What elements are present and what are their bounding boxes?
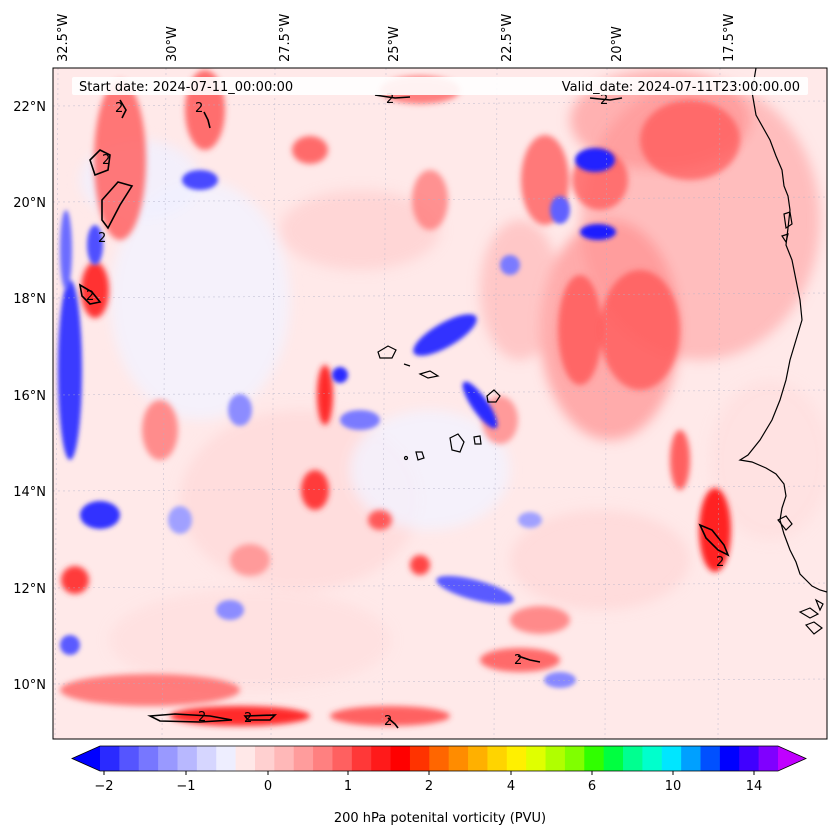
contour-label: 2: [600, 93, 608, 108]
colorbar-tick-label: 10: [665, 779, 682, 794]
lat-label: 10°N: [13, 678, 46, 693]
colorbar-segment: [254, 746, 275, 771]
pv-field-broad: [80, 70, 827, 690]
colorbar-tick-label: −2: [94, 779, 113, 794]
colorbar-segment: [719, 746, 740, 771]
colorbar-segment: [119, 746, 140, 771]
colorbar-segment: [506, 746, 527, 771]
lon-label: 17.5°W: [722, 14, 737, 62]
lon-label: 25°W: [387, 26, 402, 62]
colorbar-extend-max: [778, 746, 806, 771]
colorbar-segment: [584, 746, 605, 771]
latitude-labels: 22°N 20°N 18°N 16°N 14°N 12°N 10°N: [13, 100, 46, 693]
african-coastline: [738, 68, 827, 635]
longitude-labels: 32.5°W 30°W 27.5°W 25°W 22.5°W 20°W 17.5…: [56, 14, 737, 62]
pv-positive-anomalies: [60, 70, 740, 726]
lon-label: 27.5°W: [278, 14, 293, 62]
colorbar-segment: [216, 746, 237, 771]
colorbar-tick-label: −1: [176, 779, 195, 794]
colorbar-segment: [235, 746, 256, 771]
contour-label: 2: [98, 231, 106, 246]
colorbar-segment: [138, 746, 159, 771]
colorbar-segment: [487, 746, 508, 771]
cape-verde-islands: [377, 345, 501, 461]
colorbar-segment: [564, 746, 585, 771]
colorbar-segment: [603, 746, 624, 771]
lon-label: 30°W: [165, 26, 180, 62]
contour-label: 2: [198, 710, 206, 725]
colorbar-tick-label: 1: [344, 779, 352, 794]
lat-label: 22°N: [13, 100, 46, 115]
lon-label: 22.5°W: [500, 14, 515, 62]
colorbar-tick-label: 2: [425, 779, 433, 794]
colorbar-segment: [332, 746, 353, 771]
contour-label: 2: [716, 555, 724, 570]
contour-label: 2: [384, 714, 392, 729]
colorbar-segment: [642, 746, 663, 771]
colorbar: [71, 745, 807, 772]
colorbar-ticks: −2 −1 0 1 2 4 6 10 14: [94, 771, 762, 794]
colorbar-segment: [739, 746, 760, 771]
colorbar-segment: [196, 746, 217, 771]
map-frame: [52, 67, 828, 740]
contour-label: 2: [115, 101, 123, 116]
colorbar-tick-label: 0: [264, 779, 272, 794]
header-box: [72, 77, 808, 95]
colorbar-segment: [661, 746, 682, 771]
lat-label: 12°N: [13, 582, 46, 597]
colorbar-segment: [526, 746, 547, 771]
contour-labels: 2 2 2 2 2 2 2 2 2 2 2 2: [86, 92, 724, 729]
colorbar-segment: [681, 746, 702, 771]
lat-label: 14°N: [13, 485, 46, 500]
contour-label: 2: [86, 289, 94, 304]
lon-label: 32.5°W: [56, 14, 71, 62]
lat-label: 20°N: [13, 196, 46, 211]
colorbar-segment: [313, 746, 333, 771]
colorbar-segment: [448, 746, 469, 771]
colorbar-tick-label: 4: [507, 779, 515, 794]
lat-label: 16°N: [13, 389, 46, 404]
contour-label: 2: [244, 711, 252, 726]
colorbar-extend-min: [72, 746, 100, 771]
lon-label: 20°W: [610, 26, 625, 62]
contour-label: 2: [102, 153, 110, 168]
colorbar-segment: [100, 746, 120, 771]
colorbar-label: 200 hPa potenital vorticity (PVU): [334, 811, 546, 826]
contour-label: 2: [195, 101, 203, 116]
colorbar-segment: [177, 746, 198, 771]
valid-date: Valid_date: 2024-07-11T23:00:00.00: [562, 80, 800, 95]
colorbar-segment: [409, 746, 430, 771]
colorbar-segment: [390, 746, 411, 771]
lat-label: 18°N: [13, 292, 46, 307]
colorbar-segment: [758, 746, 779, 771]
contour-label: 2: [386, 92, 394, 107]
colorbar-segment: [158, 746, 178, 771]
pv-map: 2 2 2 2 2 2 2 2 2 2 2 2: [53, 68, 827, 739]
pv-negative-anomalies: [58, 148, 616, 688]
graticule: [53, 68, 827, 739]
colorbar-tick-label: 14: [746, 779, 763, 794]
pv-2pvu-contours: [78, 94, 730, 729]
colorbar-tick-label: 6: [588, 779, 596, 794]
colorbar-segment: [274, 746, 295, 771]
colorbar-segment: [429, 746, 450, 771]
colorbar-segment: [623, 746, 643, 771]
colorbar-segment: [700, 746, 721, 771]
colorbar-segment: [468, 746, 488, 771]
colorbar-segment: [293, 746, 314, 771]
colorbar-segment: [371, 746, 392, 771]
start-date: Start date: 2024-07-11_00:00:00: [79, 80, 293, 95]
colorbar-outline: [71, 745, 807, 772]
contour-label: 2: [514, 653, 522, 668]
colorbar-segment: [545, 746, 566, 771]
colorbar-segment: [351, 746, 372, 771]
